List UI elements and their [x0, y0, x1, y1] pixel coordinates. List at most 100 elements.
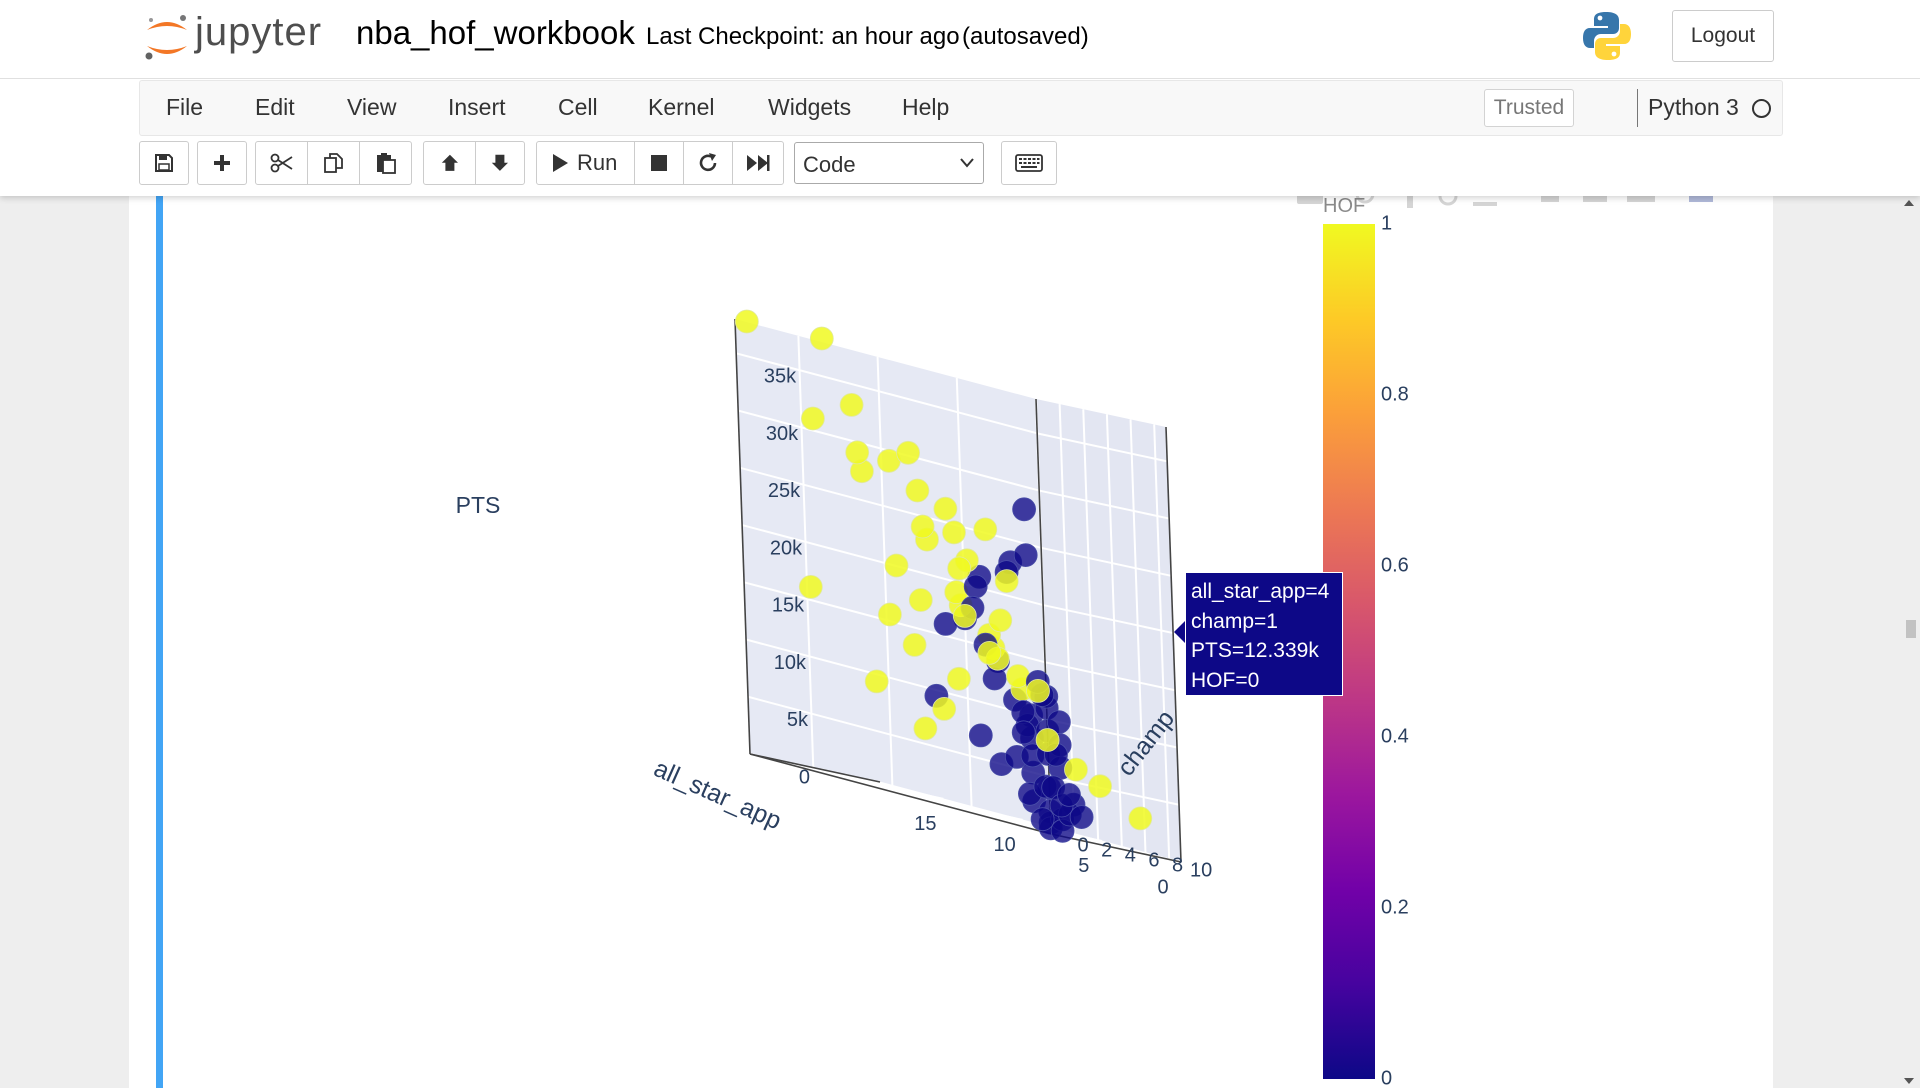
paste-button[interactable] [359, 141, 412, 185]
move-up-button[interactable] [423, 141, 476, 185]
gridline [797, 335, 815, 771]
home-icon[interactable] [1541, 196, 1559, 202]
pan-icon[interactable] [1407, 196, 1413, 208]
menu-kernel[interactable]: Kernel [648, 94, 715, 120]
data-point[interactable] [902, 632, 927, 657]
data-point[interactable] [963, 574, 988, 599]
data-point[interactable] [1057, 783, 1081, 807]
jupyter-logo[interactable]: jupyter [143, 8, 343, 70]
data-point[interactable] [1013, 543, 1038, 568]
data-point[interactable] [1088, 774, 1112, 799]
menu-edit[interactable]: Edit [255, 94, 295, 120]
menu-view[interactable]: View [347, 94, 397, 120]
gridline [1153, 424, 1171, 860]
copy-button[interactable] [307, 141, 360, 185]
x-tick-label: 5 [1078, 855, 1089, 877]
kernel-separator [1637, 89, 1638, 127]
z-tick-label: 20k [770, 537, 803, 559]
restart-button[interactable] [683, 141, 733, 185]
data-point[interactable] [1030, 807, 1055, 832]
save-button[interactable] [139, 141, 189, 185]
data-point[interactable] [734, 309, 759, 334]
data-point[interactable] [913, 716, 938, 741]
stop-icon [651, 155, 667, 171]
data-point[interactable] [1035, 728, 1060, 752]
insert-cell-button[interactable] [197, 141, 247, 185]
logout-button[interactable]: Logout [1672, 10, 1774, 62]
z-tick-label: 35k [764, 366, 797, 388]
notebook-header: jupyter nba_hof_workbook Last Checkpoint… [0, 0, 1920, 196]
gridline [745, 638, 1048, 721]
cut-button[interactable] [255, 141, 308, 185]
data-point[interactable] [910, 514, 935, 539]
data-point[interactable] [977, 640, 1002, 665]
data-point[interactable] [994, 569, 1019, 594]
data-point[interactable] [933, 496, 958, 521]
z-tick-label: 10k [774, 652, 807, 674]
camera-reset-icon[interactable] [1583, 196, 1607, 202]
data-point[interactable] [952, 603, 977, 628]
command-palette-button[interactable] [1001, 141, 1057, 185]
trusted-indicator[interactable]: Trusted [1484, 89, 1574, 127]
gridline [1129, 419, 1147, 855]
notebook-name[interactable]: nba_hof_workbook [356, 14, 635, 51]
data-point[interactable] [798, 574, 823, 599]
data-point[interactable] [1128, 806, 1153, 831]
data-point[interactable] [947, 556, 972, 581]
data-point[interactable] [801, 406, 825, 431]
data-point[interactable] [947, 666, 971, 691]
zero-line [749, 753, 1052, 835]
data-point[interactable] [973, 517, 998, 542]
zero-line [749, 753, 881, 783]
data-point[interactable] [878, 602, 902, 627]
run-button[interactable]: Run [536, 141, 635, 185]
data-point[interactable] [1069, 805, 1094, 829]
data-point[interactable] [1026, 678, 1050, 703]
colorbar-tick-label: 0.4 [1381, 725, 1409, 747]
data-point[interactable] [809, 326, 834, 351]
data-point[interactable] [1064, 757, 1088, 782]
scroll-down-icon[interactable] [1904, 1078, 1914, 1084]
orbit-icon[interactable] [1438, 196, 1458, 206]
data-point[interactable] [1006, 664, 1030, 688]
data-point[interactable] [932, 697, 957, 721]
data-point[interactable] [905, 478, 930, 503]
menu-help[interactable]: Help [902, 94, 950, 120]
move-down-button[interactable] [475, 141, 525, 185]
data-point[interactable] [988, 608, 1013, 633]
menu-file[interactable]: File [166, 94, 204, 120]
data-point[interactable] [864, 669, 889, 694]
data-point[interactable] [1011, 720, 1036, 745]
x-tick-label: 10 [993, 834, 1015, 856]
data-point[interactable] [908, 588, 933, 612]
camera-icon[interactable] [1297, 196, 1323, 204]
hover-icon[interactable] [1627, 196, 1655, 202]
scissors-icon [270, 153, 292, 173]
scrollbar-thumb[interactable] [1906, 620, 1916, 638]
restart-run-all-button[interactable] [732, 141, 784, 185]
scroll-up-icon[interactable] [1904, 200, 1914, 206]
gridline [876, 356, 894, 792]
data-point[interactable] [884, 553, 909, 578]
data-point[interactable] [1012, 497, 1036, 522]
menu-cell[interactable]: Cell [558, 94, 598, 120]
data-point[interactable] [839, 392, 864, 417]
page-scrollbar[interactable] [1890, 196, 1920, 1088]
menu-insert[interactable]: Insert [448, 94, 506, 120]
data-point[interactable] [982, 666, 1007, 691]
data-point[interactable] [845, 440, 870, 465]
kernel-name[interactable]: Python 3 [1648, 94, 1739, 120]
data-point[interactable] [1011, 700, 1036, 724]
data-point[interactable] [942, 520, 966, 545]
interrupt-button[interactable] [634, 141, 684, 185]
data-point[interactable] [896, 440, 920, 465]
gridline [735, 352, 1038, 435]
zoom-icon[interactable] [1355, 196, 1375, 204]
plotly-logo-icon[interactable] [1689, 196, 1713, 202]
data-point[interactable] [968, 723, 993, 748]
turntable-icon[interactable] [1473, 202, 1497, 206]
cell-type-select[interactable]: Code [794, 142, 984, 184]
menu-widgets[interactable]: Widgets [768, 94, 852, 120]
